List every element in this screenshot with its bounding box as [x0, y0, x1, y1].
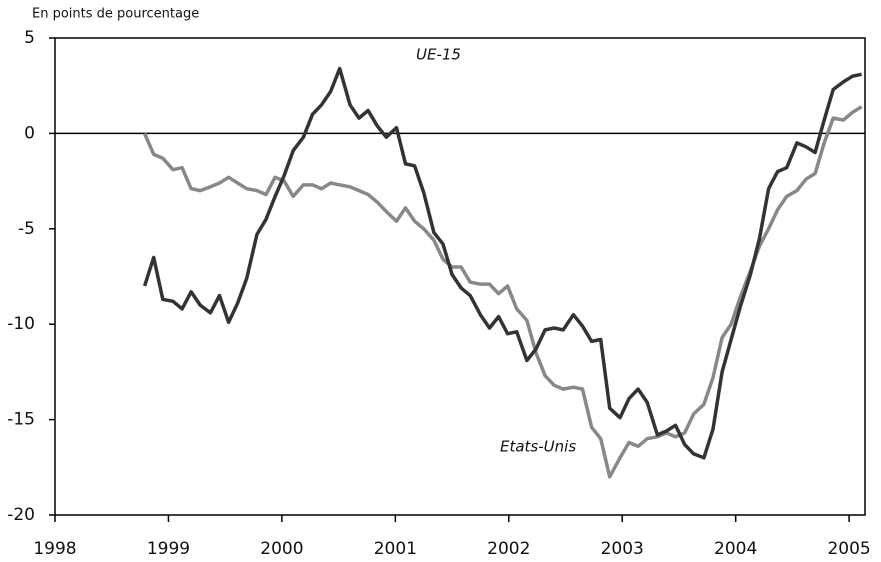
x-tick-label: 1998 [33, 539, 76, 559]
annotation: UE-15 [416, 46, 461, 64]
x-tick-label: 2004 [714, 539, 757, 559]
y-tick-label: -15 [7, 410, 35, 430]
series-line [142, 66, 862, 460]
x-tick-label: 2002 [487, 539, 530, 559]
x-tick-label: 1999 [147, 539, 190, 559]
y-tick-label: -20 [7, 505, 35, 525]
y-tick-label: -10 [7, 314, 35, 334]
plot-frame [54, 37, 866, 516]
y-tick-label: 0 [24, 123, 35, 143]
y-tick-label: 5 [24, 28, 35, 48]
y-tick-label: -5 [18, 219, 35, 239]
x-tick-label: 2005 [827, 539, 870, 559]
y-axis-label: En points de pourcentage [32, 7, 199, 22]
series-line [142, 105, 863, 479]
x-tick-label: 2001 [374, 539, 417, 559]
x-tick-label: 2000 [260, 539, 303, 559]
annotation: Etats-Unis [500, 438, 576, 456]
x-tick-label: 2003 [601, 539, 644, 559]
